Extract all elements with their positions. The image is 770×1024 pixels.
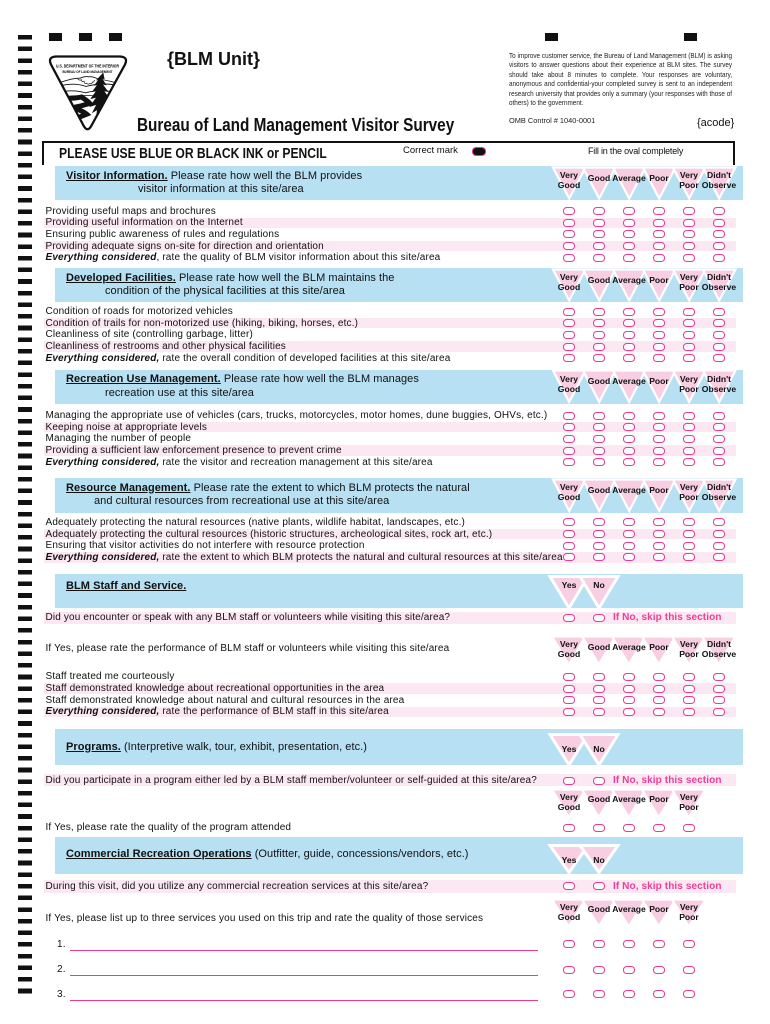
svg-text:BUREAU OF LAND MANAGEMENT: BUREAU OF LAND MANAGEMENT <box>63 70 114 74</box>
svg-text:U.S. DEPARTMENT OF THE INTERIO: U.S. DEPARTMENT OF THE INTERIOR <box>56 64 119 69</box>
